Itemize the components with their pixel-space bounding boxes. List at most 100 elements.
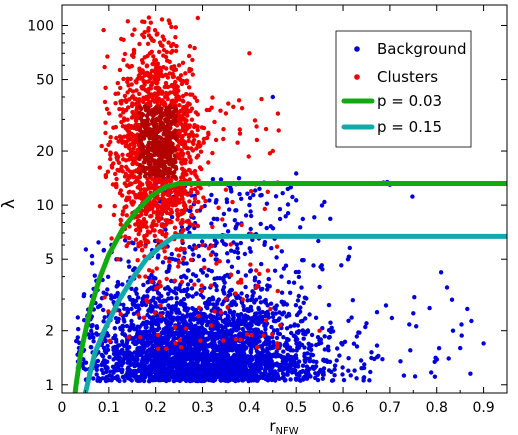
background-point — [120, 358, 125, 363]
cluster-point — [208, 252, 214, 258]
cluster-point — [139, 132, 144, 137]
cluster-point — [162, 132, 168, 137]
background-point — [274, 303, 279, 308]
cluster-point — [181, 128, 186, 133]
cluster-point — [255, 344, 260, 350]
cluster-point — [152, 58, 157, 63]
background-point — [163, 360, 168, 365]
background-point — [256, 305, 261, 311]
plot-frame — [61, 4, 508, 394]
cluster-point — [263, 126, 269, 132]
cluster-point — [148, 20, 153, 25]
background-point — [335, 346, 340, 351]
cluster-point — [97, 204, 103, 209]
cluster-point — [175, 144, 181, 149]
background-point — [268, 352, 273, 358]
cluster-point — [194, 98, 200, 104]
background-point — [125, 308, 130, 313]
cluster-point — [181, 124, 186, 129]
background-point — [273, 194, 279, 199]
cluster-point — [180, 238, 185, 243]
cluster-point — [179, 279, 185, 285]
background-point — [253, 312, 258, 317]
cluster-point — [199, 288, 205, 294]
background-point — [146, 340, 151, 345]
cluster-point — [199, 205, 204, 210]
cluster-point — [173, 67, 179, 72]
cluster-point — [137, 110, 143, 116]
background-point — [126, 259, 131, 264]
cluster-point — [177, 247, 183, 253]
background-point — [167, 263, 172, 269]
background-point — [201, 315, 207, 320]
cluster-point — [274, 244, 280, 249]
cluster-point — [127, 145, 132, 151]
cluster-point — [123, 98, 128, 103]
background-point — [260, 286, 265, 292]
background-point — [281, 349, 286, 354]
background-point — [235, 355, 240, 360]
cluster-point — [182, 246, 187, 252]
cluster-point — [130, 101, 135, 106]
background-point — [256, 367, 262, 372]
cluster-point — [157, 279, 162, 285]
cluster-point — [165, 75, 171, 80]
cluster-point — [126, 83, 131, 88]
cluster-point — [137, 220, 143, 225]
cluster-point — [136, 312, 141, 317]
background-point — [330, 329, 336, 334]
background-point — [161, 298, 166, 303]
cluster-point — [180, 60, 186, 65]
cluster-point — [154, 171, 159, 177]
x-tick-label: 0.7 — [379, 400, 401, 416]
background-point — [326, 348, 331, 353]
cluster-point — [153, 111, 159, 116]
background-point — [262, 341, 267, 346]
background-point — [76, 326, 81, 332]
cluster-point — [177, 139, 182, 144]
background-point — [245, 360, 250, 365]
cluster-point — [210, 95, 215, 100]
background-point — [153, 373, 158, 378]
background-point — [311, 263, 316, 268]
cluster-point — [150, 221, 155, 226]
background-point — [256, 279, 262, 285]
background-point — [164, 269, 169, 274]
cluster-point — [186, 138, 191, 144]
background-point — [101, 290, 106, 295]
background-point — [282, 300, 287, 305]
cluster-point — [164, 276, 169, 282]
cluster-point — [166, 111, 172, 116]
cluster-point — [129, 172, 135, 178]
cluster-point — [153, 98, 159, 103]
background-point — [192, 324, 198, 330]
background-point — [262, 240, 268, 245]
background-point — [249, 316, 254, 321]
background-point — [221, 285, 227, 290]
background-point — [247, 246, 252, 251]
background-point — [114, 366, 119, 372]
cluster-point — [240, 297, 245, 302]
cluster-point — [144, 94, 149, 100]
cluster-point — [141, 99, 146, 105]
background-point — [211, 357, 216, 362]
background-point — [185, 292, 190, 298]
background-point — [244, 293, 250, 299]
background-point — [166, 372, 171, 378]
cluster-point — [193, 186, 198, 192]
cluster-point — [254, 284, 260, 289]
cluster-point — [141, 315, 147, 320]
cluster-point — [172, 188, 178, 194]
cluster-point — [103, 130, 108, 136]
cluster-point — [182, 206, 188, 212]
background-point — [99, 352, 105, 358]
cluster-point — [152, 310, 158, 316]
background-point — [200, 239, 205, 244]
cluster-point — [173, 341, 178, 346]
background-point — [257, 295, 262, 300]
background-point — [206, 319, 212, 325]
background-point — [282, 342, 287, 348]
background-point — [134, 341, 139, 346]
background-point — [380, 357, 385, 362]
